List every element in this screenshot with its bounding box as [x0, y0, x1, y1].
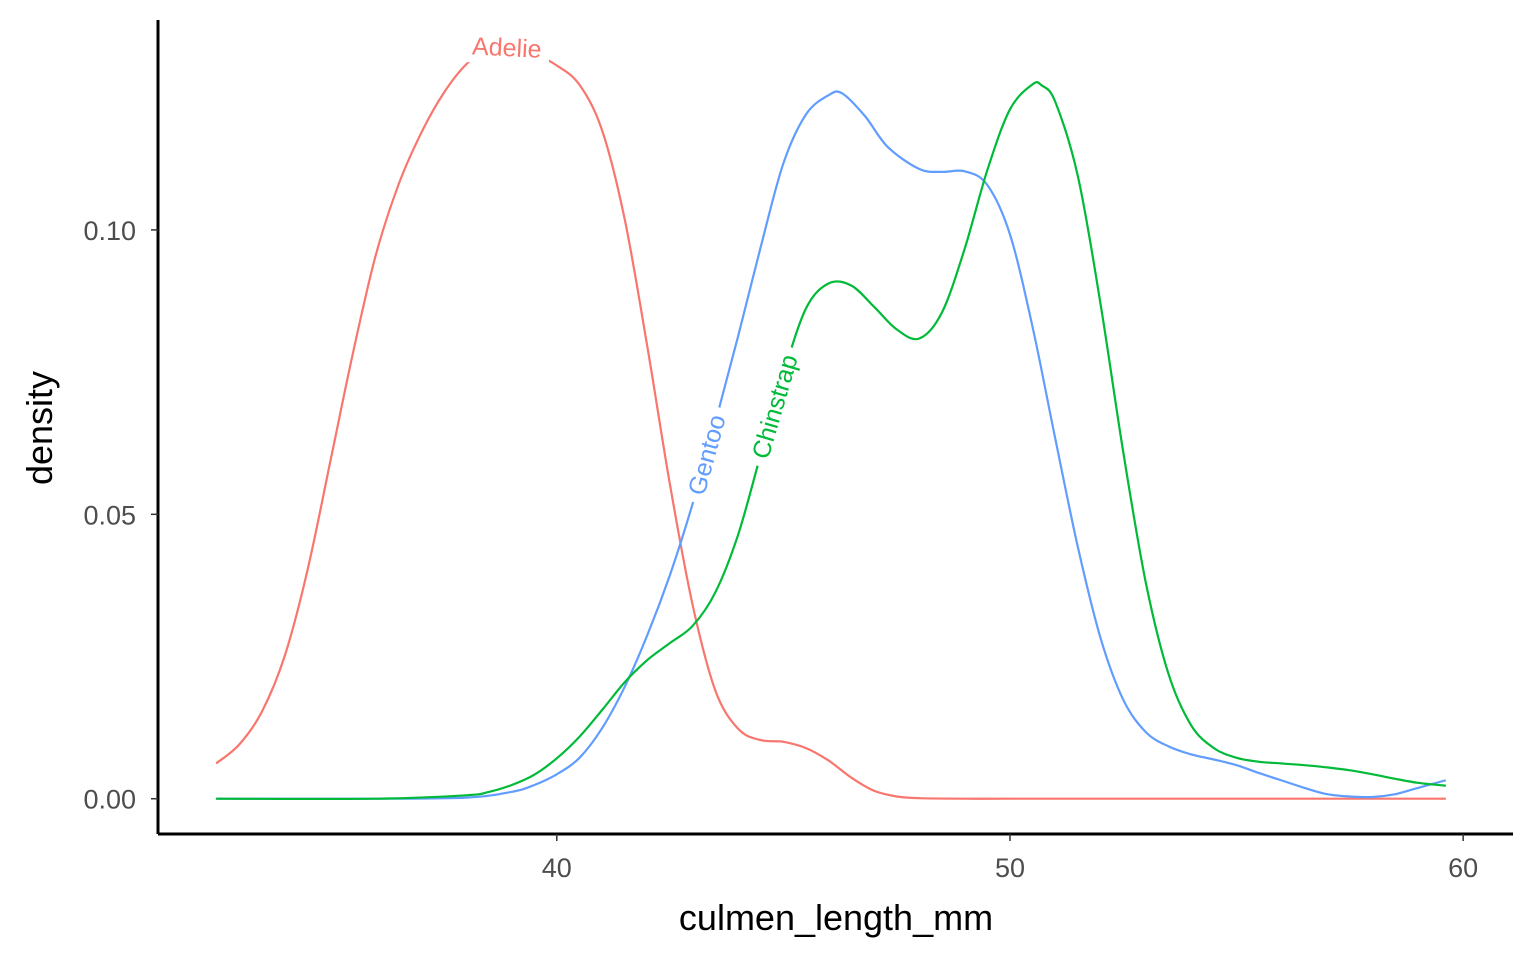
- series-label-group: Chinstrap: [742, 343, 808, 471]
- x-tick-label: 60: [1448, 853, 1478, 883]
- series-line-chinstrap: [215, 81, 1447, 801]
- x-axis-title: culmen_length_mm: [679, 897, 993, 938]
- series-label-backdrop: [463, 29, 551, 67]
- x-axis-ticks: 40 50 60: [542, 834, 1478, 883]
- plot-area: Adelie Gentoo Chinstrap: [215, 29, 1447, 801]
- series-label-adelie: Adelie: [471, 32, 542, 63]
- series-line-adelie: [215, 45, 1447, 800]
- y-tick-label: 0.05: [83, 500, 136, 530]
- x-tick-label: 50: [995, 853, 1025, 883]
- series-label-gentoo: Gentoo: [683, 412, 732, 499]
- series-label-backdrop: [678, 403, 736, 507]
- series-line-gentoo: [215, 90, 1447, 800]
- series-label-chinstrap: Chinstrap: [747, 351, 804, 462]
- x-tick-label: 40: [542, 853, 572, 883]
- y-axis-title: density: [19, 371, 60, 485]
- series-label-group: Adelie: [463, 29, 551, 67]
- y-axis-ticks: 0.00 0.05 0.10: [83, 216, 158, 815]
- series-label-backdrop: [742, 343, 808, 471]
- y-tick-label: 0.10: [83, 216, 136, 246]
- y-tick-label: 0.00: [83, 785, 136, 815]
- series-label-group: Gentoo: [678, 403, 736, 507]
